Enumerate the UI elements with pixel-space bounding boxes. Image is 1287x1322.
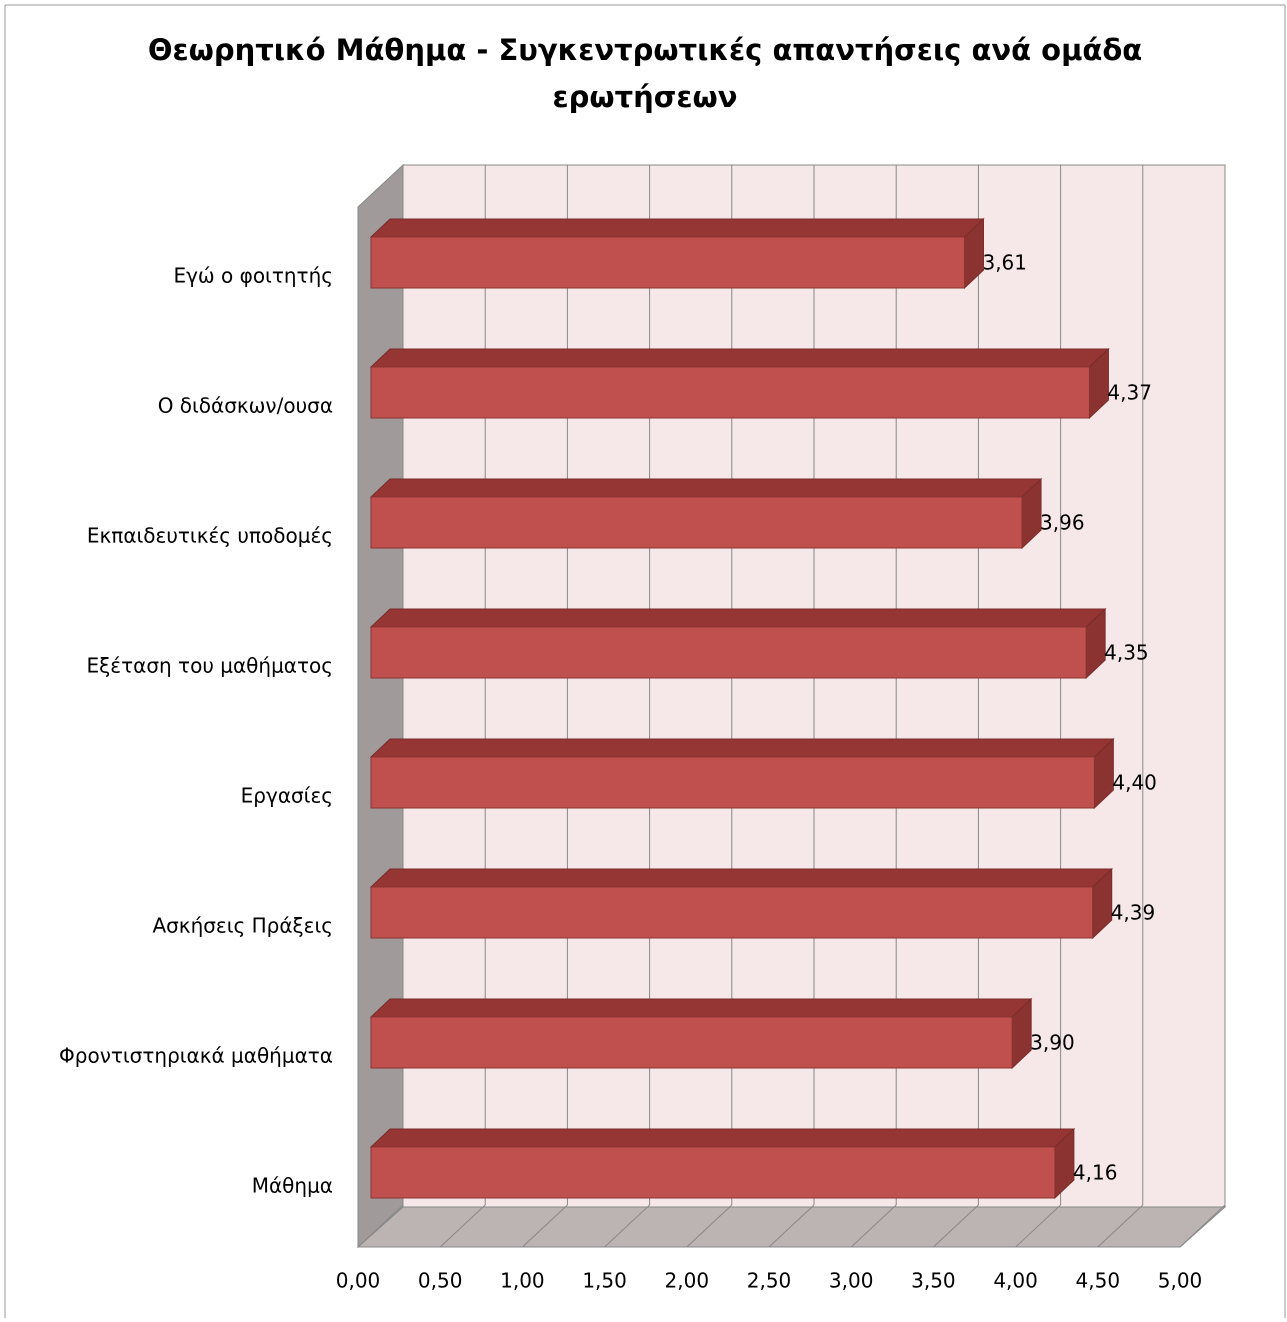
grid-line [686,1204,733,1248]
grid-line [933,1204,979,1248]
grid-line [439,1204,486,1248]
x-tick-label: 4,50 [1076,1269,1121,1293]
bar-top [369,1128,1076,1148]
bar [370,626,1087,679]
y-tick-label: Φροντιστηριακά μαθήματα [59,1044,333,1068]
x-tick-label: 3,50 [911,1269,956,1293]
bar [370,756,1095,809]
chart-title: Θεωρητικό Μάθημα - Συγκεντρωτικές απαντή… [148,33,1142,67]
grid-line [850,1204,897,1248]
x-tick-label: 1,50 [582,1269,627,1293]
side-wall [357,163,404,1249]
grid-line [1179,1204,1226,1248]
bar [370,1016,1013,1069]
y-tick-label: Εκπαιδευτικές υποδομές [87,524,333,548]
grid-line [604,1204,650,1248]
y-tick-label: Μάθημα [252,1174,333,1198]
bar-top [369,218,985,238]
x-tick-label: 2,00 [665,1269,710,1293]
x-tick-label: 5,00 [1158,1269,1203,1293]
data-label: 3,61 [982,251,1027,275]
bar [370,366,1090,419]
y-tick-label: Εγώ ο φοιτητής [173,264,333,288]
x-tick-label: 2,50 [747,1269,792,1293]
bar [370,236,965,289]
bar-top [369,998,1033,1018]
grid-line [768,1204,815,1248]
data-label: 3,96 [1040,511,1085,535]
x-tick-label: 0,50 [418,1269,463,1293]
bar [370,1146,1056,1199]
data-label: 4,40 [1112,771,1157,795]
grid-line [357,1204,404,1248]
data-label: 4,37 [1107,381,1152,405]
y-tick-label: Εξέταση του μαθήματος [87,654,333,678]
bar [370,496,1023,549]
data-label: 4,16 [1073,1161,1118,1185]
bar [370,886,1094,939]
x-tick-label: 3,00 [829,1269,874,1293]
bar-top [369,478,1043,498]
x-tick-label: 4,00 [993,1269,1038,1293]
x-tick-label: 0,00 [336,1269,381,1293]
bar-top [369,868,1113,888]
data-label: 3,90 [1030,1031,1075,1055]
data-label: 4,39 [1111,901,1156,925]
grid-line [1015,1204,1061,1248]
bar-top [369,608,1107,628]
grid-line [522,1204,568,1248]
bar-top [369,738,1115,758]
grid-line [1097,1204,1144,1248]
y-tick-label: Ο διδάσκων/ουσα [158,394,333,418]
data-label: 4,35 [1104,641,1149,665]
x-tick-label: 1,00 [500,1269,545,1293]
y-tick-label: Εργασίες [241,784,333,808]
bar-top [369,348,1110,368]
floor [356,1206,1227,1248]
chart-title: ερωτήσεων [553,80,738,114]
y-tick-label: Ασκήσεις Πράξεις [152,914,333,938]
